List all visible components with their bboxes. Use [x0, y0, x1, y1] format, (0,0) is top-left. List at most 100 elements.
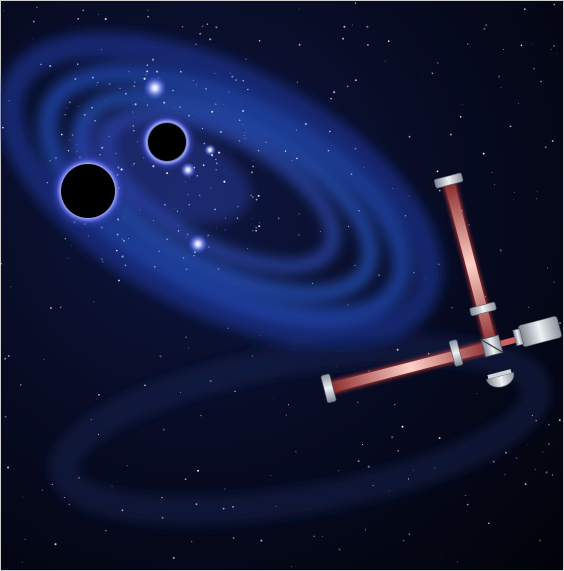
star [209, 379, 212, 383]
star [91, 107, 93, 109]
star [223, 180, 226, 183]
star [523, 8, 526, 11]
star [21, 561, 23, 563]
star [407, 478, 410, 480]
star [122, 238, 124, 240]
star [186, 237, 188, 239]
star [535, 198, 538, 200]
star [504, 474, 506, 476]
star [3, 10, 4, 12]
star [424, 278, 426, 279]
star [187, 347, 189, 349]
star [298, 8, 300, 10]
star [357, 460, 360, 463]
star [116, 233, 119, 236]
star [500, 86, 502, 88]
star [146, 104, 149, 106]
star [366, 25, 369, 28]
star [205, 88, 207, 90]
star [285, 414, 287, 416]
star [242, 124, 244, 125]
star [96, 84, 98, 86]
star [181, 26, 184, 28]
star [115, 249, 118, 252]
star [180, 392, 182, 393]
star [67, 257, 69, 259]
star [134, 103, 137, 106]
star [391, 436, 394, 439]
star [115, 153, 117, 155]
star [396, 348, 399, 351]
star [185, 336, 187, 338]
star [197, 469, 200, 472]
star [158, 250, 160, 252]
star [90, 419, 92, 421]
star [215, 158, 217, 161]
star [387, 40, 390, 42]
star [198, 194, 201, 197]
star [188, 114, 190, 117]
star [388, 490, 390, 492]
star [515, 457, 518, 459]
star [66, 107, 68, 109]
star [215, 26, 218, 29]
star [185, 268, 188, 271]
star [498, 75, 500, 78]
star [461, 104, 463, 105]
star [146, 70, 149, 73]
star [295, 450, 297, 453]
star [451, 306, 453, 309]
star [436, 170, 439, 173]
star [180, 162, 196, 178]
star [199, 32, 202, 35]
star [102, 261, 104, 263]
star [71, 134, 74, 136]
star [159, 355, 162, 358]
star [101, 258, 103, 260]
star [76, 144, 78, 145]
star [553, 45, 555, 47]
star [67, 150, 70, 152]
star [123, 240, 125, 242]
star [298, 234, 300, 236]
star [330, 98, 332, 100]
star [347, 225, 350, 228]
star [296, 157, 298, 160]
star [202, 164, 205, 167]
star [124, 92, 127, 95]
star [258, 39, 261, 42]
star [524, 483, 527, 485]
star [60, 133, 63, 136]
star [64, 238, 66, 240]
input-mirror [448, 339, 464, 367]
black-hole [148, 123, 186, 161]
star [505, 451, 507, 454]
star [224, 488, 226, 490]
star [250, 194, 252, 196]
star [472, 300, 474, 301]
star [526, 444, 528, 445]
star [547, 267, 548, 269]
star [517, 102, 519, 104]
star [223, 104, 225, 105]
star [312, 282, 314, 284]
beam-splitter [480, 334, 504, 358]
star [232, 537, 235, 539]
star [32, 38, 34, 39]
star [384, 60, 386, 62]
star [123, 217, 124, 219]
star [49, 159, 51, 162]
star [545, 471, 548, 474]
star [558, 419, 561, 422]
star [533, 67, 535, 70]
star [551, 140, 554, 142]
star [354, 264, 356, 266]
star [236, 205, 239, 208]
star [354, 79, 357, 82]
star [534, 468, 536, 471]
star [139, 209, 141, 211]
star [535, 420, 537, 422]
star [163, 101, 166, 104]
star [111, 485, 113, 487]
